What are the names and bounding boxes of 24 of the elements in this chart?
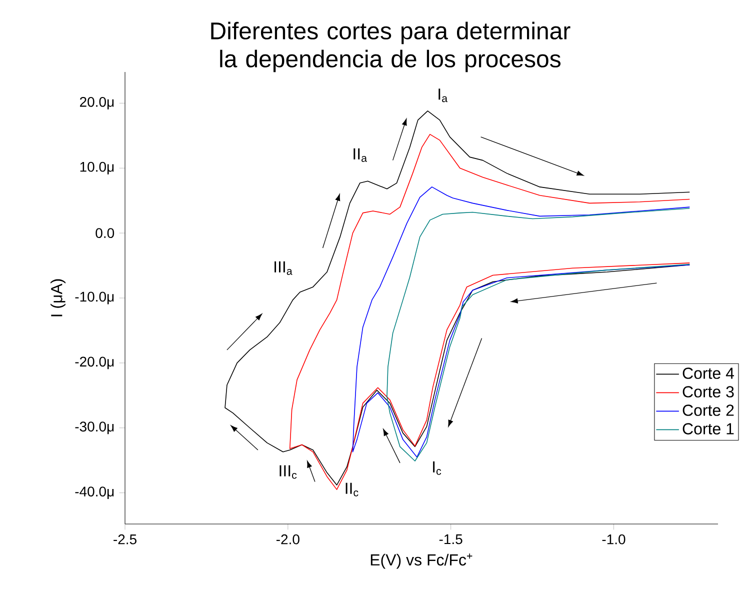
- legend-label: Corte 4: [682, 368, 734, 379]
- y-tick-label: 10.0μ: [80, 162, 114, 174]
- x-tick-label: -1.0: [602, 534, 626, 544]
- x-tick-label: -2.0: [276, 534, 300, 544]
- annotation: I$_{a}$: [438, 88, 448, 102]
- annotation: II$_{a}$: [354, 148, 368, 162]
- y-axis-title: I (μA): [50, 279, 66, 316]
- y-tick-label: -40.0μ: [75, 486, 114, 500]
- y-tick-label: -30.0μ: [75, 422, 114, 434]
- annotation: III$_{c}$: [280, 465, 297, 479]
- annotation: II$_{c}$: [346, 482, 358, 496]
- legend-label: Corte 1: [682, 423, 734, 434]
- y-tick-label: 20.0μ: [80, 96, 114, 110]
- x-tick-label: -2.5: [114, 534, 136, 544]
- y-tick-label: 0.0: [96, 228, 114, 238]
- legend-label: Corte 2: [682, 404, 734, 416]
- chart-title: Diferentes cortes para determinar la dependencia de los procesos: [211, 22, 570, 72]
- x-tick-label: -1.5: [439, 534, 462, 544]
- y-tick-label: -20.0μ: [75, 356, 114, 370]
- legend-label: Corte 3: [682, 386, 734, 398]
- x-axis-title: E(V) vs Fc/Fc$^{+}$: [370, 553, 472, 569]
- annotation: III$_{a}$: [274, 261, 292, 275]
- y-tick-label: -10.0μ: [75, 292, 114, 304]
- annotation: I$_{c}$: [433, 461, 442, 475]
